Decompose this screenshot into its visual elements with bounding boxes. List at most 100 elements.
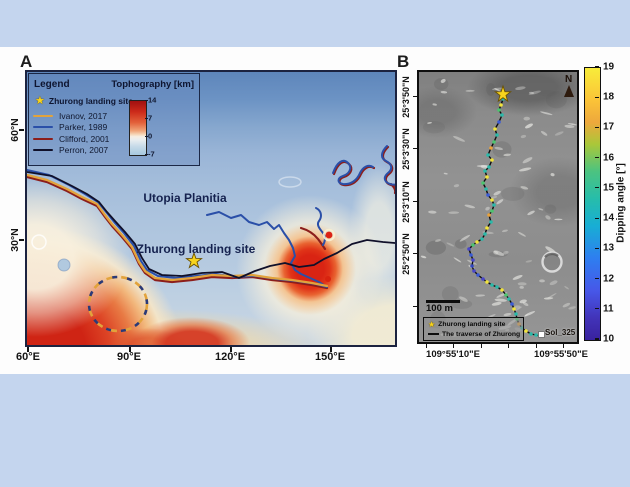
dip-measurement-point[interactable] xyxy=(472,269,476,273)
perron-2007-line xyxy=(27,171,395,279)
dip-measurement-point[interactable] xyxy=(471,243,475,247)
colorbar-tick-label: 14 xyxy=(148,95,157,105)
topography-map[interactable]: Utopia Planitia Zhurong landing site Leg… xyxy=(25,70,397,347)
dip-measurement-point[interactable] xyxy=(485,280,489,284)
dip-measurement-point[interactable] xyxy=(490,158,494,162)
dip-measurement-point[interactable] xyxy=(492,140,496,144)
legend-item-parker[interactable]: Parker, 1989 xyxy=(33,122,109,134)
dip-measurement-point[interactable] xyxy=(481,181,485,185)
parker-1989-line xyxy=(27,145,395,288)
x-tick-120e: 120°E xyxy=(214,351,246,363)
landing-site-star-icon[interactable] xyxy=(494,84,512,103)
colorbar-tick-label: 0 xyxy=(148,131,153,141)
dip-measurement-point[interactable] xyxy=(485,175,489,179)
dip-measurement-point[interactable] xyxy=(497,120,501,124)
dip-measurement-point[interactable] xyxy=(483,232,487,236)
dip-measurement-point[interactable] xyxy=(500,288,504,292)
site-label: Zhurong landing site xyxy=(136,242,256,256)
dipping-angle-colorbar xyxy=(584,67,601,341)
legend-item-landing-site[interactable]: ★ Zhurong landing site xyxy=(428,320,505,329)
line-swatch-icon xyxy=(33,126,53,129)
b-x-tick-1: 109°55'10"E xyxy=(426,349,480,360)
legend-item-label: Clifford, 2001 xyxy=(59,133,110,144)
colorbar-tick-label: 16 xyxy=(603,152,615,164)
map-a-overlay xyxy=(27,145,395,333)
dip-measurement-point[interactable] xyxy=(486,153,490,157)
colorbar-title: Tophography [km] xyxy=(111,79,194,90)
dip-measurement-point[interactable] xyxy=(510,302,514,306)
legend-title: Legend xyxy=(34,79,70,90)
dip-measurement-point[interactable] xyxy=(507,297,511,301)
dip-measurement-point[interactable] xyxy=(487,165,491,169)
dip-measurement-point[interactable] xyxy=(529,332,533,336)
dip-measurement-point[interactable] xyxy=(469,253,473,257)
dip-measurement-point[interactable] xyxy=(514,312,518,316)
volcano-dot-north xyxy=(325,231,333,239)
legend-item-landing-site[interactable]: ★ Zhurong landing site xyxy=(35,94,133,107)
legend-item-label: Ivanov, 2017 xyxy=(59,110,108,121)
b-y-tick-2: 25°3'30"N xyxy=(401,128,411,170)
dip-measurement-point[interactable] xyxy=(490,209,494,213)
dip-measurement-point[interactable] xyxy=(470,264,474,268)
dip-measurement-point[interactable] xyxy=(483,169,487,173)
dip-measurement-point[interactable] xyxy=(512,307,516,311)
colorbar-tick-label: 7 xyxy=(148,113,153,123)
colorbar-tick-label: 13 xyxy=(603,242,615,254)
legend-line-items: Ivanov, 2017 Parker, 1989 Clifford, 2001 Pe… xyxy=(33,110,109,156)
colorbar-axis-label: Dipping angle [°] xyxy=(615,163,627,243)
legend-item-traverse[interactable]: The traverse of Zhurong xyxy=(428,330,520,339)
clifford-2001-line xyxy=(27,145,395,290)
dip-measurement-point[interactable] xyxy=(481,277,485,281)
dip-measurement-point[interactable] xyxy=(485,226,489,230)
legend-item-perron[interactable]: Perron, 2007 xyxy=(33,145,109,157)
bottom-frame-bar xyxy=(0,374,630,487)
b-x-tick-2: 109°55'50"E xyxy=(534,349,588,360)
dip-measurement-point[interactable] xyxy=(490,283,494,287)
colorbar-tick-label: -7 xyxy=(148,149,155,159)
dip-measurement-point[interactable] xyxy=(490,198,494,202)
dip-measurement-point[interactable] xyxy=(495,133,499,137)
dip-measurement-point[interactable] xyxy=(524,329,528,333)
b-y-tick-4: 25°2'50"N xyxy=(401,233,411,275)
dip-measurement-point[interactable] xyxy=(467,247,471,251)
traverse-legend: ★ Zhurong landing site The traverse of Z… xyxy=(423,317,524,341)
line-swatch-icon xyxy=(33,114,53,117)
colorbar-tick-label: 15 xyxy=(603,182,615,194)
region-label: Utopia Planitia xyxy=(143,191,227,205)
legend-item-label: The traverse of Zhurong xyxy=(442,330,521,338)
star-icon: ★ xyxy=(35,95,45,107)
traverse-map[interactable]: N 100 m ★ Zhurong landing site The trave… xyxy=(417,70,579,344)
x-tick-150e: 150°E xyxy=(314,351,346,363)
dip-measurement-point[interactable] xyxy=(492,203,496,207)
colorbar-tick-label: 12 xyxy=(603,273,615,285)
legend-item-clifford[interactable]: Clifford, 2001 xyxy=(33,133,109,145)
dip-measurement-point[interactable] xyxy=(489,146,493,150)
star-icon: ★ xyxy=(428,320,436,329)
scale-bar-label: 100 m xyxy=(426,303,453,314)
landing-site-star-icon[interactable] xyxy=(185,251,203,269)
sol-endpoint-marker[interactable] xyxy=(538,331,545,338)
traverse-line-icon xyxy=(428,333,439,335)
dip-measurement-point[interactable] xyxy=(487,213,491,217)
legend-item-ivanov[interactable]: Ivanov, 2017 xyxy=(33,110,109,122)
dip-measurement-point[interactable] xyxy=(471,258,475,262)
volcano-dot-south xyxy=(325,276,331,282)
dip-measurement-point[interactable] xyxy=(499,103,503,107)
colorbar-tick-label: 10 xyxy=(603,333,615,345)
dip-measurement-point[interactable] xyxy=(500,113,504,117)
dip-measurement-point[interactable] xyxy=(480,237,484,241)
dip-measurement-point[interactable] xyxy=(486,193,490,197)
dip-measurement-point[interactable] xyxy=(476,273,480,277)
dip-measurement-point[interactable] xyxy=(504,293,508,297)
sol-endpoint-label: Sol_325 xyxy=(545,328,576,337)
dip-measurement-point[interactable] xyxy=(493,127,497,131)
dip-measurement-point[interactable] xyxy=(495,285,499,289)
legend-item-label: Parker, 1989 xyxy=(59,122,108,133)
dip-measurement-point[interactable] xyxy=(534,333,538,337)
topography-colorbar xyxy=(129,100,147,156)
dip-measurement-point[interactable] xyxy=(497,108,501,112)
dip-measurement-point[interactable] xyxy=(484,187,488,191)
dip-measurement-point[interactable] xyxy=(475,240,479,244)
dip-measurement-point[interactable] xyxy=(489,220,493,224)
